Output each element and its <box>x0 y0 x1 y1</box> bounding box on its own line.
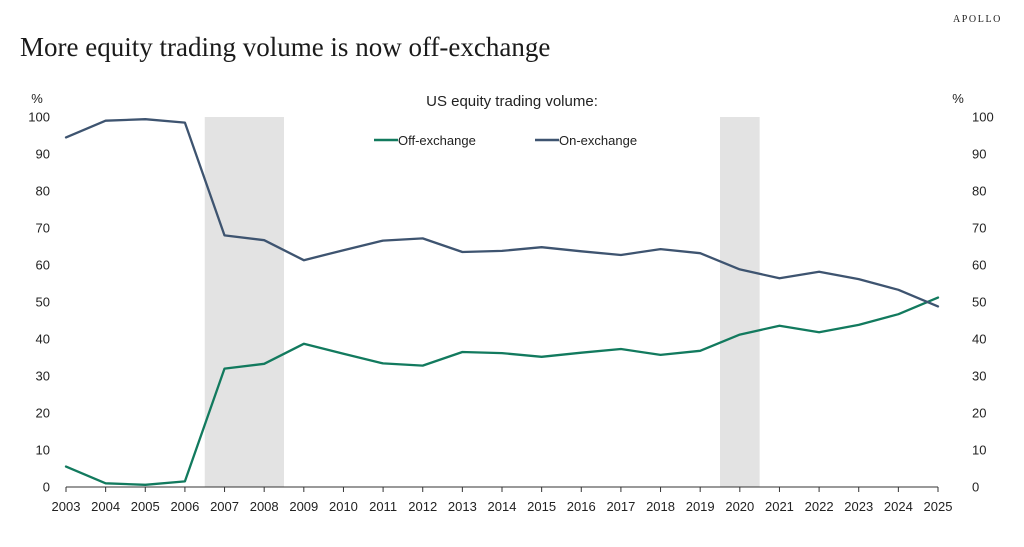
y-axis-left: 0 10 20 30 40 50 60 70 80 90 100 <box>28 110 50 495</box>
y-tick-left-20: 20 <box>36 406 50 421</box>
y-tick-left-100: 100 <box>28 110 50 125</box>
y-tick-right-80: 80 <box>972 184 986 199</box>
page-title: More equity trading volume is now off-ex… <box>20 32 551 62</box>
y-tick-left-70: 70 <box>36 221 50 236</box>
x-tick-2004: 2004 <box>91 499 120 514</box>
x-tick-2022: 2022 <box>805 499 834 514</box>
y-tick-left-80: 80 <box>36 184 50 199</box>
y-tick-right-70: 70 <box>972 221 986 236</box>
x-tick-2013: 2013 <box>448 499 477 514</box>
x-tick-2021: 2021 <box>765 499 794 514</box>
y-tick-right-40: 40 <box>972 332 986 347</box>
x-tick-2014: 2014 <box>488 499 517 514</box>
series-lines <box>64 118 940 486</box>
y-axis-right: 0 10 20 30 40 50 60 70 80 90 100 <box>972 110 994 495</box>
brand-logo: APOLLO <box>952 14 1002 25</box>
x-tick-2003: 2003 <box>52 499 81 514</box>
legend-label-on-exchange: On-exchange <box>559 133 637 148</box>
y-tick-right-0: 0 <box>972 480 979 495</box>
recession-band-1 <box>204 117 284 487</box>
recession-band-2 <box>720 117 760 487</box>
x-tick-2024: 2024 <box>884 499 913 514</box>
y-tick-right-50: 50 <box>972 295 986 310</box>
y-tick-left-60: 60 <box>36 258 50 273</box>
x-tick-2010: 2010 <box>329 499 358 514</box>
y-tick-right-60: 60 <box>972 258 986 273</box>
x-tick-2016: 2016 <box>567 499 596 514</box>
recession-bands <box>204 117 760 487</box>
series-line-off-exchange <box>64 296 940 486</box>
x-tick-2007: 2007 <box>210 499 239 514</box>
x-tick-2015: 2015 <box>527 499 556 514</box>
y-axis-unit-right: % <box>952 91 964 106</box>
y-tick-left-50: 50 <box>36 295 50 310</box>
x-tick-2018: 2018 <box>646 499 675 514</box>
x-tick-2012: 2012 <box>408 499 437 514</box>
x-tick-2006: 2006 <box>170 499 199 514</box>
x-tick-2020: 2020 <box>725 499 754 514</box>
y-tick-right-20: 20 <box>972 406 986 421</box>
legend: Off-exchange On-exchange <box>374 133 637 148</box>
y-tick-left-0: 0 <box>43 480 50 495</box>
x-tick-2011: 2011 <box>369 499 397 514</box>
y-tick-right-90: 90 <box>972 147 986 162</box>
y-tick-left-30: 30 <box>36 369 50 384</box>
x-tick-2005: 2005 <box>131 499 160 514</box>
y-tick-right-100: 100 <box>972 110 994 125</box>
y-tick-left-10: 10 <box>36 443 50 458</box>
x-tick-2009: 2009 <box>289 499 318 514</box>
x-axis: 2003 2004 2005 2006 2007 2008 2009 2010 2011 2012… <box>52 486 953 514</box>
x-tick-2023: 2023 <box>844 499 873 514</box>
y-tick-left-40: 40 <box>36 332 50 347</box>
y-axis-unit-left: % <box>31 91 43 106</box>
series-line-on-exchange <box>64 118 940 308</box>
x-tick-2019: 2019 <box>686 499 715 514</box>
x-tick-2008: 2008 <box>250 499 279 514</box>
legend-label-off-exchange: Off-exchange <box>398 133 476 148</box>
y-tick-right-10: 10 <box>972 443 986 458</box>
x-tick-2025: 2025 <box>924 499 953 514</box>
y-tick-left-90: 90 <box>36 147 50 162</box>
x-tick-2017: 2017 <box>606 499 635 514</box>
chart-title: US equity trading volume: <box>426 93 598 110</box>
y-tick-right-30: 30 <box>972 369 986 384</box>
